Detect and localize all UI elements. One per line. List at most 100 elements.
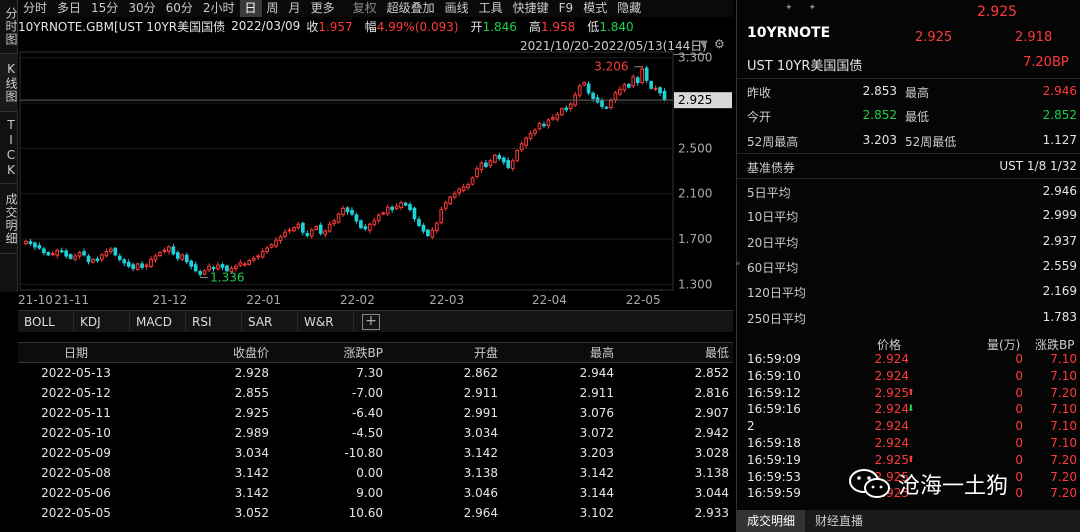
period-tab[interactable]: 月 <box>288 1 301 15</box>
gear-icon[interactable]: ⚙ <box>714 37 725 51</box>
vtab-tick[interactable]: TICK <box>0 112 18 184</box>
tick-header-price: 价格 <box>877 338 902 352</box>
candle-down <box>644 67 649 81</box>
candle-down <box>390 206 394 211</box>
toolbar-tool[interactable]: 复权 <box>352 1 377 15</box>
period-tab[interactable]: 分时 <box>23 1 48 15</box>
high-label: 高 <box>528 19 541 34</box>
table-cell: 3.044 <box>694 485 729 500</box>
table-row[interactable]: 2022-05-09 3.034 -10.80 3.142 3.203 3.028 <box>18 443 733 463</box>
column-header[interactable]: 收盘价 <box>138 342 273 363</box>
indicator-tab[interactable]: RSI <box>186 311 242 332</box>
period-tab[interactable]: 多日 <box>57 1 82 15</box>
table-cell: 2.991 <box>463 405 498 420</box>
candle-up <box>394 205 399 210</box>
toolbar-tool[interactable]: F9 <box>558 1 574 15</box>
candle-down <box>497 155 502 160</box>
toolbar-tool[interactable]: 快捷键 <box>512 1 549 15</box>
panel-tab[interactable]: 财经直播 <box>815 514 864 528</box>
table-cell: -10.80 <box>344 445 383 460</box>
tick-row: 16:59:18 2.924 0 7.10 <box>737 435 1080 452</box>
vtab-kline[interactable]: K线图 <box>0 54 18 112</box>
candle-up <box>260 250 265 258</box>
toolbar-tool[interactable]: 工具 <box>478 1 503 15</box>
candle-up <box>309 229 314 237</box>
tick-bp: 7.10 <box>1050 436 1077 450</box>
indicator-tab[interactable]: W&R <box>298 311 354 332</box>
candle-up <box>546 119 551 127</box>
candle-up <box>216 264 220 270</box>
collapse-handle-icon[interactable]: » <box>735 259 741 269</box>
tick-time: 16:59:19 <box>747 452 801 467</box>
candle-up <box>283 231 287 237</box>
period-tab[interactable]: 2小时 <box>202 1 235 15</box>
toolbar-tool[interactable]: 模式 <box>583 1 608 15</box>
triangle-down-icon[interactable]: ▼ <box>700 39 708 50</box>
candlestick-chart[interactable]: 3.3002.9002.5002.1001.7001.30021-1021-11… <box>18 50 733 310</box>
indicator-tab[interactable]: BOLL <box>18 311 74 332</box>
column-header[interactable]: 日期 <box>18 342 138 363</box>
candle-up <box>461 186 466 191</box>
column-header[interactable]: 涨跌BP <box>273 342 387 363</box>
candle-up <box>537 122 542 130</box>
tick-time: 16:59:18 <box>747 436 801 450</box>
column-header[interactable]: 最低 <box>618 342 733 363</box>
pin-icon[interactable]: ✦ <box>808 3 817 13</box>
table-cell: 3.142 <box>579 465 614 480</box>
open-label: 今开 <box>747 110 772 124</box>
tick-time: 16:59:09 <box>747 352 801 366</box>
tick-volume: 0 <box>1015 352 1023 366</box>
period-tab[interactable]: 15分 <box>91 1 119 15</box>
table-row[interactable]: 2022-05-06 3.142 9.00 3.046 3.144 3.044 <box>18 483 733 503</box>
candle-up <box>434 222 439 231</box>
low-label: 低 <box>587 19 600 34</box>
column-header[interactable]: 最高 <box>502 342 618 363</box>
x-tick-label: 22-04 <box>532 293 567 307</box>
table-cell: 3.142 <box>463 445 498 460</box>
expand-icon[interactable]: ✦ <box>785 3 793 13</box>
table-row[interactable]: 2022-05-12 2.855 -7.00 2.911 2.911 2.816 <box>18 383 733 403</box>
candle-down <box>626 83 631 88</box>
candle-down <box>86 255 91 263</box>
table-cell: 2022-05-12 <box>41 385 111 400</box>
candle-down <box>113 247 118 256</box>
candle-up <box>430 229 435 238</box>
indicator-tab[interactable]: SAR <box>242 311 298 332</box>
x-tick-label: 21-10 <box>18 293 53 307</box>
x-tick-label: 22-03 <box>429 293 464 307</box>
indicator-tab[interactable]: KDJ <box>74 311 130 332</box>
table-cell: 3.144 <box>579 485 614 500</box>
table-cell: 2.911 <box>463 385 498 400</box>
column-header[interactable]: 开盘 <box>387 342 502 363</box>
candle-down <box>59 250 64 253</box>
candle-up <box>323 230 328 235</box>
vtab-trade-detail[interactable]: 成交明细 <box>0 184 18 254</box>
table-row[interactable]: 2022-05-08 3.142 0.00 3.138 3.142 3.138 <box>18 463 733 483</box>
table-cell: 2.855 <box>234 385 269 400</box>
table-row[interactable]: 2022-05-11 2.925 -6.40 2.991 3.076 2.907 <box>18 403 733 423</box>
toolbar-tool[interactable]: 超级叠加 <box>386 1 435 15</box>
table-row[interactable]: 2022-05-13 2.928 7.30 2.862 2.944 2.852 <box>18 363 733 383</box>
panel-tab[interactable]: 成交明细 <box>737 510 806 532</box>
indicator-tab[interactable]: MACD <box>130 311 186 332</box>
toolbar-tool[interactable]: 隐藏 <box>617 1 642 15</box>
period-tab[interactable]: 60分 <box>165 1 193 15</box>
period-tab[interactable]: 日 <box>239 0 262 17</box>
add-indicator-icon[interactable]: + <box>362 313 380 330</box>
tick-time: 16:59:59 <box>747 486 801 501</box>
period-tab[interactable]: 周 <box>266 1 279 15</box>
toolbar-tool[interactable]: 画线 <box>444 1 469 15</box>
close-value: 1.957 <box>318 19 353 34</box>
tick-price: 2.924 <box>874 352 909 366</box>
vtab-timeshare[interactable]: 分时图 <box>0 0 18 54</box>
candle-up <box>287 229 292 232</box>
table-cell: 2022-05-11 <box>41 405 111 420</box>
period-tab[interactable]: 30分 <box>128 1 156 15</box>
table-row[interactable]: 2022-05-05 3.052 10.60 2.964 3.102 2.933 <box>18 503 733 523</box>
table-row[interactable]: 2022-05-10 2.989 -4.50 3.034 3.072 2.942 <box>18 423 733 443</box>
open-field: 开1.846 <box>471 18 523 35</box>
candle-up <box>274 239 278 247</box>
view-tabs: 分时图 K线图 TICK 成交明细 <box>0 0 18 292</box>
period-tab[interactable]: 更多 <box>310 1 335 15</box>
tick-row: 16:59:16 2.924 ⬇ 0 7.10 <box>737 401 1080 418</box>
